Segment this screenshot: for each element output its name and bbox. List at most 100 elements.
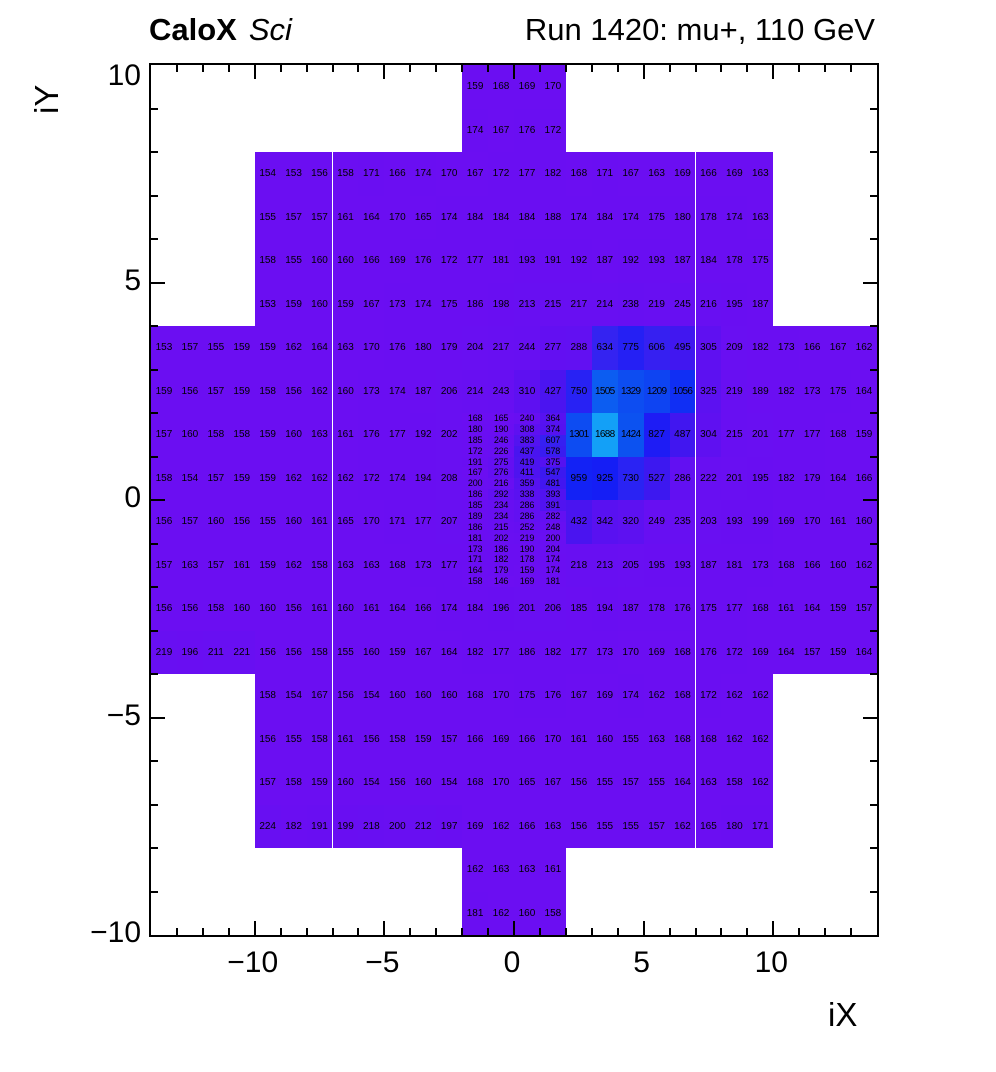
- heatmap-cell: 169: [514, 576, 540, 587]
- heatmap-cell: 191: [539, 239, 566, 283]
- heatmap-cell: 209: [721, 326, 748, 370]
- axis-tick: [824, 65, 827, 72]
- heatmap-cell: 208: [436, 456, 463, 500]
- heatmap-cell: 174: [617, 195, 644, 239]
- heatmap-cell: 177: [384, 413, 411, 457]
- axis-tick: [435, 928, 438, 935]
- heatmap-cell: 158: [202, 413, 229, 457]
- heatmap-cell: 161: [332, 717, 359, 761]
- heatmap-cell: 325: [695, 369, 722, 413]
- heatmap-cell: 159: [228, 369, 255, 413]
- heatmap-cell: 169: [488, 717, 514, 761]
- heatmap-cell: 211: [202, 630, 229, 674]
- heatmap-cell: 168: [747, 587, 774, 631]
- heatmap-cell: 181: [462, 532, 489, 544]
- heatmap-cell: 168: [565, 152, 592, 196]
- heatmap-cell: 827: [643, 413, 670, 457]
- heatmap-cell: 163: [358, 543, 385, 587]
- heatmap-cell: 162: [643, 674, 670, 718]
- axis-tick: [863, 281, 877, 284]
- brand-style-label: Sci: [248, 12, 292, 47]
- axis-tick: [201, 928, 204, 935]
- heatmap-cell: 163: [643, 152, 670, 196]
- heatmap-cell: 156: [565, 761, 592, 805]
- heatmap-cell: 174: [410, 152, 437, 196]
- axis-tick: [461, 65, 464, 72]
- heatmap-cell: 174: [436, 195, 463, 239]
- heatmap-cell: 157: [436, 717, 463, 761]
- heatmap-cell: 277: [539, 326, 566, 370]
- heatmap-cell: 202: [488, 532, 514, 544]
- heatmap-cell: 155: [280, 717, 307, 761]
- heatmap-cell: 168: [384, 543, 411, 587]
- axis-tick: [357, 928, 360, 935]
- heatmap-cell: 158: [384, 717, 411, 761]
- heatmap-cell: 226: [488, 445, 514, 457]
- heatmap-cell: 194: [591, 587, 618, 631]
- heatmap-cell: 288: [565, 326, 592, 370]
- heatmap-cell: 165: [410, 195, 437, 239]
- heatmap-cell: 750: [565, 369, 592, 413]
- heatmap-cell: 157: [851, 587, 877, 631]
- heatmap-cell: 1329: [617, 369, 644, 413]
- heatmap-cell: 156: [254, 717, 281, 761]
- heatmap-cell: 161: [228, 543, 255, 587]
- heatmap-cell: 161: [358, 587, 385, 631]
- heatmap-cell: 195: [747, 456, 774, 500]
- axis-tick: [746, 928, 749, 935]
- heatmap-cell: 177: [799, 413, 826, 457]
- y-tick-label: −10: [90, 916, 141, 949]
- heatmap-cell: 238: [617, 282, 644, 326]
- heatmap-cell: 411: [514, 467, 540, 479]
- heatmap-cell: 204: [539, 543, 566, 555]
- heatmap-cell: 173: [462, 543, 489, 555]
- heatmap-cell: 164: [851, 630, 877, 674]
- heatmap-cell: 157: [151, 413, 177, 457]
- heatmap-cell: 172: [436, 239, 463, 283]
- heatmap-cell: 201: [747, 413, 774, 457]
- heatmap-cell: 578: [539, 445, 566, 457]
- heatmap-cell: 160: [306, 239, 333, 283]
- heatmap-cell: 179: [799, 456, 826, 500]
- heatmap-cell: 175: [436, 282, 463, 326]
- heatmap-cell: 925: [591, 456, 618, 500]
- heatmap-cell: 375: [539, 456, 566, 468]
- axis-tick: [870, 368, 877, 371]
- heatmap-cell: 176: [384, 326, 411, 370]
- heatmap-cell: 181: [488, 239, 514, 283]
- heatmap-cell: 243: [488, 369, 514, 413]
- heatmap-cell: 199: [332, 804, 359, 848]
- heatmap-cell: 217: [565, 282, 592, 326]
- heatmap-cell: 173: [799, 369, 826, 413]
- heatmap-cell: 154: [280, 674, 307, 718]
- heatmap-cell: 487: [669, 413, 696, 457]
- heatmap-cell: 158: [280, 761, 307, 805]
- heatmap-cell: 157: [176, 500, 203, 544]
- axis-tick: [870, 238, 877, 240]
- heatmap-cell: 181: [721, 543, 748, 587]
- heatmap-cell: 185: [565, 587, 592, 631]
- heatmap-cell: 172: [695, 674, 722, 718]
- axis-tick: [863, 716, 877, 719]
- axis-tick: [383, 65, 386, 79]
- heatmap-cell: 193: [721, 500, 748, 544]
- heatmap-cell: 167: [358, 282, 385, 326]
- axis-tick: [870, 412, 877, 414]
- heatmap-cell: 163: [643, 717, 670, 761]
- heatmap-cell: 156: [280, 369, 307, 413]
- heatmap-cell: 157: [617, 761, 644, 805]
- axis-tick: [383, 921, 386, 935]
- heatmap-cell: 215: [488, 521, 514, 533]
- heatmap-cell: 234: [488, 510, 514, 522]
- heatmap-cell: 174: [410, 282, 437, 326]
- heatmap-cell: 222: [695, 456, 722, 500]
- heatmap-cell: 217: [488, 326, 514, 370]
- heatmap-cell: 195: [721, 282, 748, 326]
- heatmap-cell: 164: [358, 195, 385, 239]
- heatmap-cell: 158: [151, 456, 177, 500]
- heatmap-cell: 156: [306, 152, 333, 196]
- experiment-title: CaloX Sci: [149, 12, 292, 48]
- plot-area: 159 168 169 170 174 167 176 172 154 153 156 158 171 1…: [151, 65, 877, 935]
- heatmap-cell: 184: [514, 195, 540, 239]
- heatmap-cell: 161: [773, 587, 800, 631]
